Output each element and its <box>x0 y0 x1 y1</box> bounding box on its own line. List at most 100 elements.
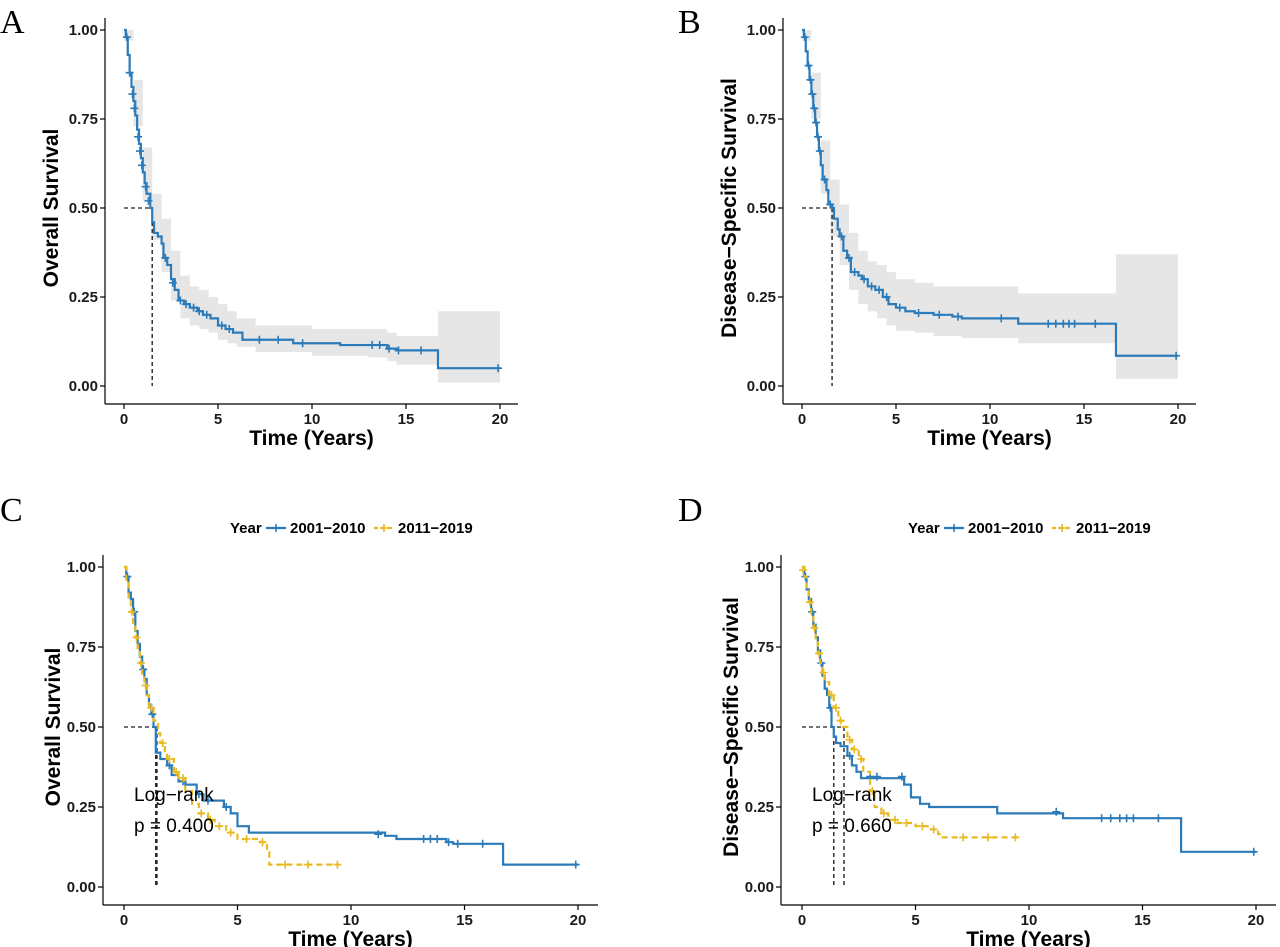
panel-c-censor-mark-1-5 <box>158 739 167 747</box>
panel-c-censor-mark-1-0 <box>127 607 136 616</box>
panel-c-x-axis-title: Time (Years) <box>288 928 413 947</box>
panel-b-censor-mark-0-14 <box>867 282 876 291</box>
panel-c-censor-mark-1-8 <box>179 774 188 783</box>
panel-d-x-tick-label-3: 15 <box>1134 912 1151 929</box>
panel-b-censor-mark-0-7 <box>815 147 824 156</box>
panel-a-censor-mark-0-9 <box>161 253 170 262</box>
panel-b-censor-mark-0-10 <box>837 232 846 241</box>
panel-a: A 0.00 0.25 0.50 0.75 1.00 0 5 10 15 20 Time (Year… <box>0 4 518 450</box>
panel-d-y-axis-title: Disease−Specific Survival <box>720 597 743 857</box>
panel-a-censor-mark-0-4 <box>134 132 143 141</box>
panel-d-censor-mark-0-6 <box>872 772 881 781</box>
panel-b-censor-mark-0-27 <box>1091 319 1100 328</box>
panel-c-legend-key-mark-1 <box>380 524 388 532</box>
panel-c-censor-mark-1-11 <box>215 822 224 831</box>
panel-d-annotation-line-1: p = 0.660 <box>812 816 892 837</box>
panel-b-censor-mark-0-22 <box>1044 319 1053 328</box>
panel-b-censor-mark-0-20 <box>954 312 963 321</box>
panel-c-censor-mark-1-15 <box>281 860 290 869</box>
panel-c-censor-mark-0-8 <box>222 803 231 811</box>
panel-d-censor-mark-0-7 <box>897 772 906 781</box>
panel-a-x-tick-label-4: 20 <box>492 411 509 428</box>
panel-b-censor-mark-0-5 <box>812 118 821 127</box>
panel-a-censor-mark-0-0 <box>122 33 131 42</box>
panel-c-y-tick-label-4: 1.00 <box>67 559 96 576</box>
panel-a-censor-mark-0-19 <box>274 335 283 344</box>
panel-d-censor-mark-0-9 <box>1097 814 1106 823</box>
panel-a-x-axis-title: Time (Years) <box>249 427 374 450</box>
panel-d-censor-mark-1-11 <box>868 787 877 795</box>
panel-d-annotation-line-0: Log−rank <box>812 785 892 806</box>
panel-b-y-tick-label-4: 1.00 <box>747 22 776 39</box>
panel-b-censor-mark-0-18 <box>914 309 923 318</box>
panel-a-censor-mark-0-15 <box>202 310 211 319</box>
panel-d-legend-title: Year <box>908 520 940 537</box>
panel-c-x-tick-label-2: 10 <box>343 912 360 929</box>
panel-b-censor-mark-0-9 <box>826 200 835 209</box>
panel-a-censor-mark-0-10 <box>168 278 177 287</box>
panel-d-censor-mark-0-15 <box>1249 847 1258 856</box>
panel-b-censor-mark-0-15 <box>875 285 884 294</box>
panel-c-censor-mark-1-13 <box>242 835 251 843</box>
panel-c-y-tick-label-3: 0.75 <box>67 639 96 656</box>
panel-a-censor-mark-0-8 <box>144 196 153 205</box>
panel-b-censor-mark-0-1 <box>804 61 813 70</box>
panel-d-censor-mark-0-4 <box>845 751 854 760</box>
panel-c-x-tick-label-0: 0 <box>120 912 128 929</box>
panel-d-x-axis-title: Time (Years) <box>966 928 1091 947</box>
panel-a-x-tick-label-1: 5 <box>214 411 222 428</box>
panel-d-censor-mark-0-1 <box>808 607 817 616</box>
panel-letter-c: C <box>0 492 23 529</box>
panel-d-legend-key-mark-1 <box>1058 524 1066 532</box>
panel-a-censor-mark-0-22 <box>375 341 384 350</box>
panel-d-censor-mark-1-19 <box>1011 833 1020 842</box>
panel-d-censor-mark-1-5 <box>827 691 836 699</box>
panel-d-legend-key-mark-0 <box>950 524 958 532</box>
panel-d-censor-mark-1-18 <box>984 833 993 842</box>
panel-b-censor-mark-0-26 <box>1070 319 1079 328</box>
panel-d-censor-mark-1-7 <box>836 716 845 725</box>
panel-d-censor-mark-0-14 <box>1154 814 1163 823</box>
panel-a-censor-mark-0-13 <box>189 303 198 312</box>
panel-d-legend-label-0: 2001−2010 <box>968 520 1044 537</box>
panel-a-confidence-band <box>124 30 500 383</box>
panel-c-censor-mark-1-14 <box>258 838 267 847</box>
panel-c-censor-mark-1-17 <box>333 860 342 869</box>
panel-d: D 0.00 0.25 0.50 0.75 1.00 0 5 10 15 20 Time (Year… <box>678 492 1276 947</box>
panel-a-censor-mark-0-1 <box>125 68 134 77</box>
panel-b-censor-mark-0-19 <box>935 310 944 319</box>
panel-c-censor-mark-1-6 <box>165 755 174 763</box>
panel-a-y-tick-label-1: 0.25 <box>69 289 98 306</box>
panel-c-x-tick-label-1: 5 <box>233 912 241 929</box>
panel-a-y-tick-label-0: 0.00 <box>69 378 98 395</box>
panel-d-x-tick-label-4: 20 <box>1248 912 1265 929</box>
panel-c-censor-mark-1-4 <box>147 703 156 712</box>
panel-c-censor-mark-0-9 <box>374 830 383 839</box>
panel-c-x-tick-label-3: 15 <box>456 912 473 929</box>
panel-c-censor-mark-0-7 <box>203 796 212 805</box>
panel-a-censor-mark-0-3 <box>130 104 139 113</box>
panel-c-y-axis-title: Overall Survival <box>42 648 65 807</box>
panel-b-censor-mark-0-12 <box>850 268 859 277</box>
panel-d-y-tick-label-0: 0.00 <box>745 879 774 896</box>
panel-a-censor-mark-0-5 <box>135 147 144 156</box>
panel-c-y-tick-label-2: 0.50 <box>67 719 96 736</box>
panel-b-censor-mark-0-13 <box>860 275 869 284</box>
panel-c-censor-mark-1-1 <box>132 633 141 642</box>
panel-d-censor-mark-1-14 <box>902 819 911 827</box>
panel-a-y-tick-label-2: 0.50 <box>69 200 98 217</box>
panel-c-legend-label-1: 2011−2019 <box>398 520 473 537</box>
panel-d-censor-mark-1-17 <box>959 833 968 842</box>
panel-c-annotation-line-0: Log−rank <box>134 785 214 806</box>
panel-b: B 0.00 0.25 0.50 0.75 1.00 0 5 10 15 20 Time (Year… <box>678 4 1196 450</box>
panel-c-censor-mark-0-16 <box>571 860 580 869</box>
panel-c-censor-mark-1-7 <box>172 767 181 776</box>
panel-b-x-tick-label-2: 10 <box>982 411 999 428</box>
panel-c-legend-key-mark-0 <box>272 524 280 532</box>
panel-b-censor-mark-0-16 <box>882 293 891 301</box>
panel-d-censor-mark-0-10 <box>1106 814 1115 823</box>
panel-c-y-tick-label-0: 0.00 <box>67 879 96 896</box>
panel-d-censor-mark-1-1 <box>805 598 814 607</box>
panel-c-annotation-line-1: p = 0.400 <box>134 816 214 837</box>
panel-d-censor-mark-1-4 <box>819 668 828 677</box>
